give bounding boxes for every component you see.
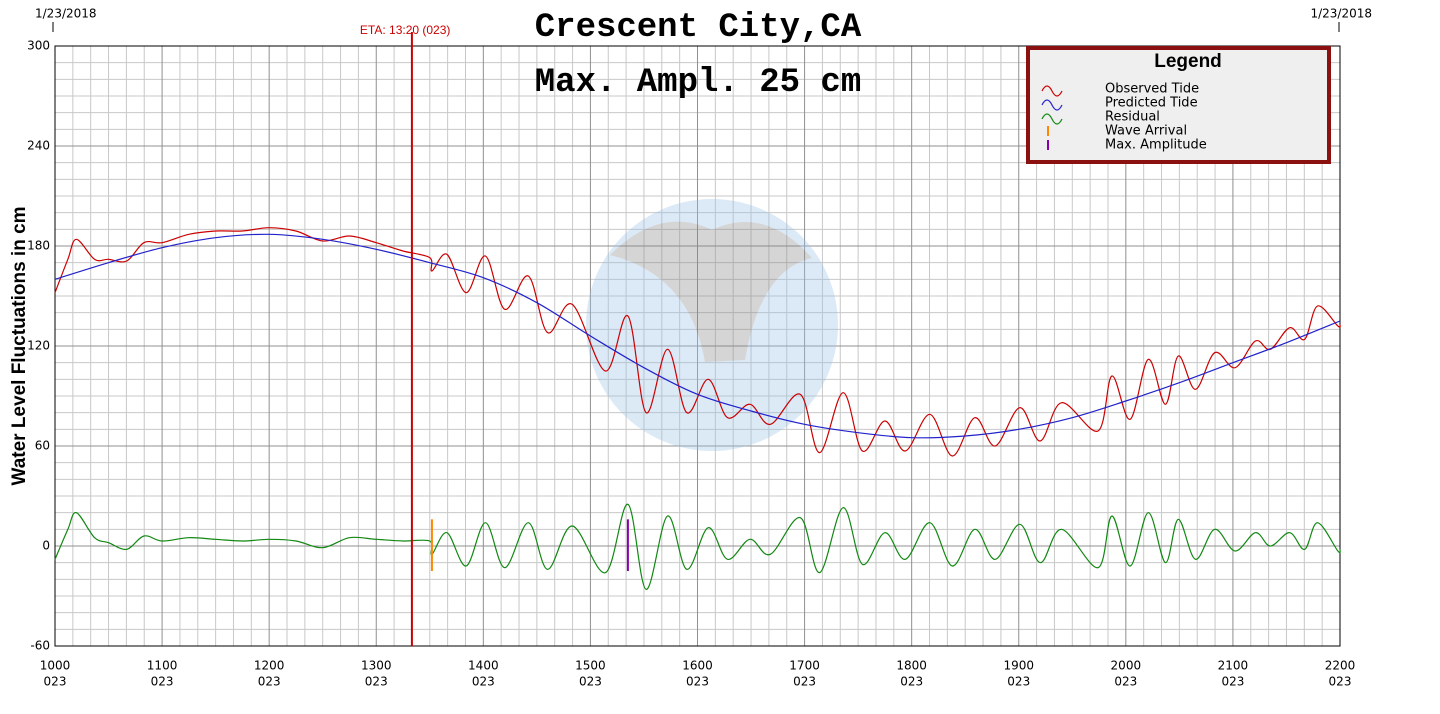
x-tick-day: 023 [1329,675,1352,689]
legend-label: Residual [1105,110,1160,125]
x-tick-day: 023 [44,675,67,689]
x-tick-label: 1300 [361,659,392,673]
x-tick-day: 023 [1007,675,1030,689]
series-line [54,227,1341,457]
end-date: 1/23/2018 [1310,7,1372,21]
watermark-bird [610,221,812,362]
legend-label: Wave Arrival [1105,124,1187,139]
x-tick-label: 1100 [147,659,178,673]
x-tick-day: 023 [365,675,388,689]
y-tick-label: -60 [30,639,50,653]
x-tick-day: 023 [900,675,923,689]
legend-label: Max. Amplitude [1105,138,1207,153]
legend-symbol [1041,113,1063,125]
y-tick-label: 60 [35,439,50,453]
legend-title: Legend [1154,51,1222,72]
watermark-circle [586,199,838,451]
eta-label: ETA: 13:20 (023) [360,23,451,37]
legend-symbol [1041,99,1063,111]
x-tick-label: 2100 [1218,659,1249,673]
plot-frame [54,45,1341,647]
y-axis-label: Water Level Fluctuations in cm [9,206,30,485]
x-tick-day: 023 [472,675,495,689]
x-tick-label: 1200 [254,659,285,673]
y-tick-label: 240 [27,139,50,153]
y-tick-label: 180 [27,239,50,253]
y-tick-label: 120 [27,339,50,353]
legend-label: Observed Tide [1105,82,1199,97]
start-date: 1/23/2018 [35,7,97,21]
watermark [586,199,838,451]
x-tick-day: 023 [579,675,602,689]
x-tick-label: 1000 [40,659,71,673]
x-tick-day: 023 [686,675,709,689]
x-tick-label: 1800 [896,659,927,673]
x-tick-day: 023 [1221,675,1244,689]
x-tick-day: 023 [151,675,174,689]
x-tick-label: 2200 [1325,659,1356,673]
legend-symbol [1041,85,1063,97]
chart-title: Crescent City,CA [535,9,862,47]
x-tick-label: 1900 [1003,659,1034,673]
x-tick-label: 1400 [468,659,499,673]
x-tick-day: 023 [258,675,281,689]
legend-label: Predicted Tide [1105,96,1198,111]
series-line [54,503,1341,590]
y-tick-label: 300 [27,39,50,53]
y-tick-label: 0 [42,539,50,553]
series-line [54,233,1341,439]
x-tick-day: 023 [1114,675,1137,689]
legend-box [1026,46,1331,164]
x-tick-day: 023 [793,675,816,689]
plot [54,32,1341,646]
x-tick-label: 1700 [789,659,820,673]
x-tick-label: 2000 [1111,659,1142,673]
x-tick-label: 1600 [682,659,713,673]
chart-subtitle: Max. Ampl. 25 cm [535,64,861,102]
x-tick-label: 1500 [575,659,606,673]
